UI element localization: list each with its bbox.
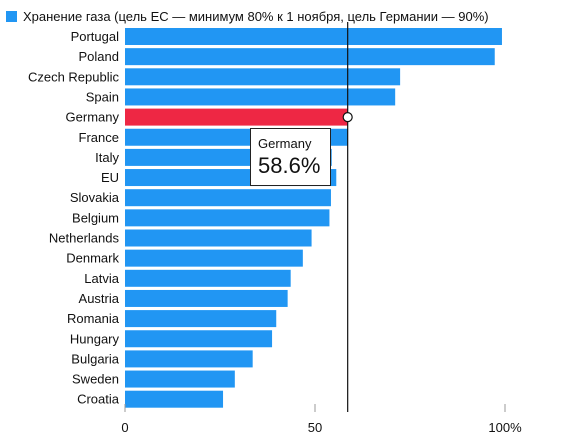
- category-label-croatia: Croatia: [77, 392, 120, 407]
- legend: Хранение газа (цель ЕС — минимум 80% к 1…: [6, 8, 489, 24]
- category-label-latvia: Latvia: [84, 271, 119, 286]
- category-label-romania: Romania: [67, 311, 120, 326]
- category-label-belgium: Belgium: [72, 210, 119, 225]
- bar-slovakia[interactable]: [125, 189, 331, 207]
- category-label-eu: EU: [101, 170, 119, 185]
- category-label-austria: Austria: [79, 291, 120, 306]
- bar-hungary[interactable]: [125, 330, 273, 348]
- x-tick-label-0: 0: [121, 420, 128, 435]
- category-label-italy: Italy: [95, 150, 119, 165]
- category-label-poland: Poland: [79, 49, 119, 64]
- bar-latvia[interactable]: [125, 269, 291, 287]
- tooltip-name: Germany: [258, 136, 312, 151]
- category-label-denmark: Denmark: [66, 251, 119, 266]
- category-label-czech-republic: Czech Republic: [28, 69, 120, 84]
- bar-germany[interactable]: [125, 108, 348, 126]
- x-tick-label-100: 100%: [488, 420, 522, 435]
- bar-portugal[interactable]: [125, 28, 502, 45]
- tooltip-value: 58.6%: [258, 153, 321, 178]
- legend-text: Хранение газа (цель ЕС — минимум 80% к 1…: [23, 8, 489, 24]
- bar-croatia[interactable]: [125, 390, 224, 408]
- bar-bulgaria[interactable]: [125, 350, 253, 368]
- category-label-bulgaria: Bulgaria: [71, 351, 119, 366]
- category-label-slovakia: Slovakia: [70, 190, 120, 205]
- highlight-marker[interactable]: [342, 111, 353, 123]
- category-label-netherlands: Netherlands: [49, 231, 120, 246]
- category-label-hungary: Hungary: [70, 331, 120, 346]
- bar-spain[interactable]: [125, 88, 396, 106]
- category-label-portugal: Portugal: [71, 29, 120, 44]
- bar-netherlands[interactable]: [125, 229, 312, 247]
- category-label-france: France: [79, 130, 119, 145]
- tooltip: Germany 58.6%: [250, 128, 331, 186]
- category-label-germany: Germany: [66, 110, 120, 125]
- bar-sweden[interactable]: [125, 370, 235, 388]
- bar-denmark[interactable]: [125, 249, 303, 267]
- bar-romania[interactable]: [125, 310, 277, 328]
- x-tick-label-50: 50: [308, 420, 322, 435]
- legend-swatch: [6, 10, 17, 22]
- category-label-sweden: Sweden: [72, 372, 119, 387]
- bar-belgium[interactable]: [125, 209, 330, 227]
- bar-austria[interactable]: [125, 289, 288, 307]
- category-label-spain: Spain: [86, 89, 119, 104]
- bar-czech-republic[interactable]: [125, 68, 401, 86]
- bar-poland[interactable]: [125, 48, 495, 66]
